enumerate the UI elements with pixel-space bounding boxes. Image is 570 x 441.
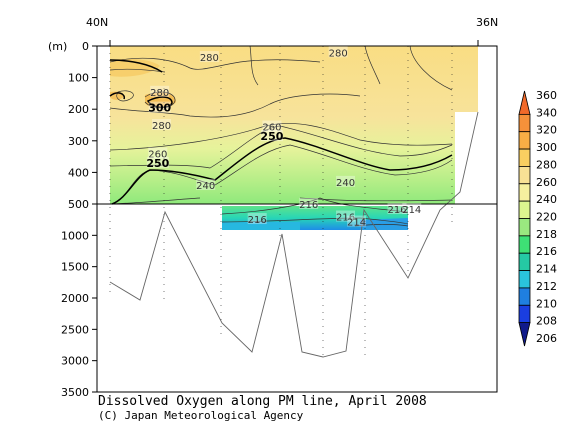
contour-label: 216 bbox=[387, 205, 406, 216]
contour-label-bg bbox=[336, 210, 356, 222]
y-axis: 0 100 200 300 400 500 1000 1500 2000 2500 3000 3500 bbox=[61, 40, 97, 399]
contour-label: 214 bbox=[402, 205, 421, 216]
colorbar-tick-label: 208 bbox=[536, 315, 557, 328]
y-tick-label: 100 bbox=[68, 72, 89, 85]
y-tick-label: 200 bbox=[68, 103, 89, 116]
contour-label-bg bbox=[152, 119, 172, 130]
contour-label-bg bbox=[347, 215, 367, 227]
y-tick-label: 500 bbox=[68, 198, 89, 211]
contour-label: 214 bbox=[347, 218, 366, 229]
y-tick-label: 300 bbox=[68, 135, 89, 148]
lat-label-right: 36N bbox=[476, 16, 498, 29]
y-tick-label: 1500 bbox=[61, 261, 89, 274]
contour-label-bg bbox=[336, 175, 356, 187]
colorbar-segment bbox=[518, 183, 531, 202]
station-lines bbox=[109, 46, 453, 357]
contour-label: 280 bbox=[329, 48, 348, 59]
contour-label-bg bbox=[146, 156, 169, 168]
contour-label: 260 bbox=[148, 149, 167, 160]
colorbar-tick-label: 206 bbox=[536, 332, 557, 345]
lat-label-left: 40N bbox=[86, 16, 108, 29]
contour-label-bg bbox=[262, 120, 282, 132]
colorbar-tick-label: 214 bbox=[536, 263, 557, 276]
colorbar-tick-label: 210 bbox=[536, 297, 557, 310]
colorbar-segment bbox=[518, 287, 531, 306]
colorbar-tick-label: 320 bbox=[536, 124, 557, 137]
colorbar-segment bbox=[518, 304, 531, 324]
high-oxygen-pocket-1 bbox=[110, 58, 160, 77]
y-tick-label: 0 bbox=[82, 40, 89, 53]
colorbar-segment bbox=[518, 166, 531, 185]
colorbar-tick-label: 340 bbox=[536, 106, 557, 119]
contour-label: 280 bbox=[200, 53, 219, 64]
y-tick-label: 400 bbox=[68, 166, 89, 179]
chart-title: Dissolved Oxygen along PM line, April 20… bbox=[98, 394, 427, 409]
colorbar-tick-label: 280 bbox=[536, 158, 557, 171]
lower-field-deep-pocket-2 bbox=[360, 218, 408, 230]
colorbar-tick-label: 360 bbox=[536, 89, 557, 102]
colorbar-tick-label: 240 bbox=[536, 193, 557, 206]
contour-label-bg bbox=[148, 101, 171, 113]
colorbar-tick-label: 300 bbox=[536, 141, 557, 154]
colorbar-tick-label: 216 bbox=[536, 245, 557, 258]
lower-field-deep-pocket bbox=[222, 222, 300, 230]
contour-label: 280 bbox=[152, 121, 171, 132]
seafloor-profile bbox=[109, 111, 479, 358]
contour-label: 216 bbox=[336, 213, 355, 224]
upper-field bbox=[110, 46, 478, 204]
contour-label-bg bbox=[299, 198, 319, 209]
contour-label-bg bbox=[402, 203, 422, 215]
colorbar-segment bbox=[518, 235, 531, 254]
contour-label-bg bbox=[148, 147, 168, 159]
contour-label: 216 bbox=[299, 200, 318, 211]
y-tick-label: 3000 bbox=[61, 355, 89, 368]
contour-lines-bold bbox=[109, 59, 453, 205]
y-unit-label: (m) bbox=[48, 40, 67, 53]
contour-label-bg bbox=[328, 46, 348, 58]
y-tick-label: 2500 bbox=[61, 323, 89, 336]
colorbar-tick-label: 212 bbox=[536, 280, 557, 293]
contour-label: 250 bbox=[146, 157, 169, 170]
contour-label: 216 bbox=[248, 215, 267, 226]
contour-label-bg bbox=[387, 203, 407, 215]
y-tick-label: 1000 bbox=[61, 229, 89, 242]
contour-label: 240 bbox=[196, 181, 215, 192]
y-tick-label: 3500 bbox=[61, 386, 89, 399]
contour-label-bg bbox=[199, 51, 219, 63]
colorbar-segment bbox=[518, 200, 531, 219]
colorbar-segment bbox=[518, 252, 531, 271]
contour-label: 250 bbox=[260, 130, 283, 143]
contour-label-bg bbox=[260, 130, 283, 142]
colorbar-segment bbox=[518, 131, 531, 150]
contour-label: 260 bbox=[262, 123, 281, 134]
colorbar-cap-top bbox=[518, 90, 531, 115]
colorbar-cap-bottom bbox=[518, 322, 531, 347]
colorbar-tick-label: 220 bbox=[536, 211, 557, 224]
colorbar-segment bbox=[518, 218, 531, 237]
contour-label: 280 bbox=[150, 88, 169, 99]
colorbar-segment bbox=[518, 148, 531, 167]
colorbar-tick-label: 218 bbox=[536, 228, 557, 241]
contour-label-bg bbox=[150, 85, 170, 97]
plot-frame bbox=[96, 45, 498, 393]
colorbar-segment bbox=[518, 270, 531, 289]
colorbar-tick-label: 260 bbox=[536, 176, 557, 189]
colorbar: 360 340 320 300 280 260 240 220 218 216 214 212 210 2… bbox=[518, 89, 557, 347]
contour-label: 240 bbox=[336, 178, 355, 189]
high-oxygen-pocket-3 bbox=[145, 92, 176, 109]
data-field bbox=[109, 46, 479, 358]
credit-text: (C) Japan Meteorological Agency bbox=[98, 409, 304, 422]
contour-label-bg bbox=[196, 179, 216, 191]
colorbar-segment bbox=[518, 113, 531, 133]
y-tick-label: 2000 bbox=[61, 292, 89, 305]
contour-label-bg bbox=[247, 213, 267, 225]
contour-label: 300 bbox=[148, 102, 171, 115]
top-ticks bbox=[109, 40, 479, 46]
